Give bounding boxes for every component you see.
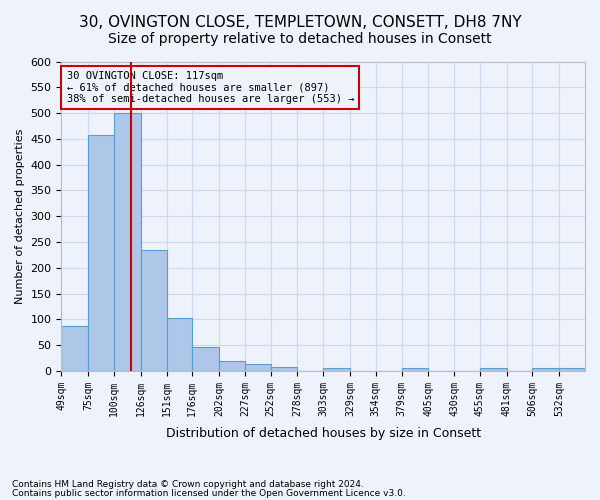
Bar [88, 135, 114, 371]
Y-axis label: Number of detached properties: Number of detached properties [15, 128, 25, 304]
Bar [401, 368, 428, 371]
Text: Size of property relative to detached houses in Consett: Size of property relative to detached ho… [108, 32, 492, 46]
Bar [193, 347, 219, 371]
X-axis label: Distribution of detached houses by size in Consett: Distribution of detached houses by size … [166, 427, 481, 440]
Bar [532, 368, 559, 371]
Bar [141, 250, 167, 371]
Text: Contains public sector information licensed under the Open Government Licence v3: Contains public sector information licen… [12, 488, 406, 498]
Bar [114, 113, 141, 371]
Bar [245, 364, 271, 371]
Bar [167, 318, 193, 371]
Bar [480, 368, 506, 371]
Text: 30 OVINGTON CLOSE: 117sqm
← 61% of detached houses are smaller (897)
38% of semi: 30 OVINGTON CLOSE: 117sqm ← 61% of detac… [67, 71, 354, 104]
Bar [61, 326, 88, 371]
Text: 30, OVINGTON CLOSE, TEMPLETOWN, CONSETT, DH8 7NY: 30, OVINGTON CLOSE, TEMPLETOWN, CONSETT,… [79, 15, 521, 30]
Bar [219, 360, 245, 371]
Bar [559, 368, 585, 371]
Bar [271, 367, 298, 371]
Bar [323, 368, 350, 371]
Text: Contains HM Land Registry data © Crown copyright and database right 2024.: Contains HM Land Registry data © Crown c… [12, 480, 364, 489]
